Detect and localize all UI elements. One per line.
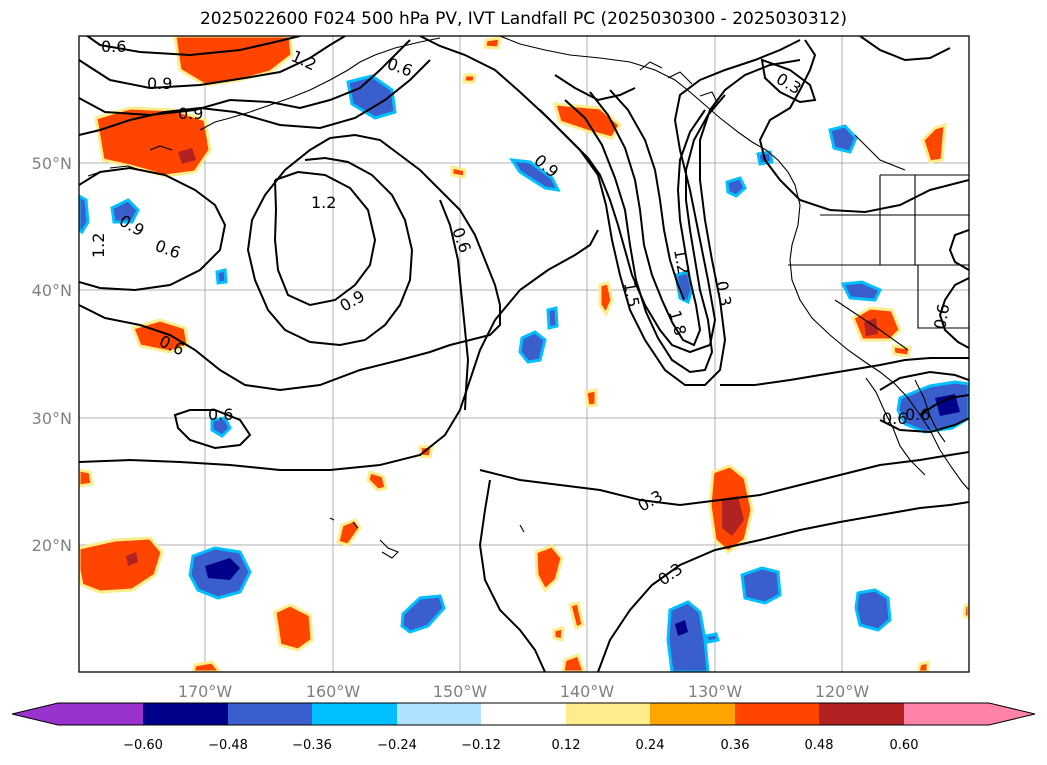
colorbar-tick: −0.60 <box>123 738 163 753</box>
lat-label: 50°N <box>32 154 72 173</box>
contour-label: 0.6 <box>208 405 233 424</box>
lon-label: 120°W <box>815 682 870 701</box>
colorbar-tick: 0.36 <box>721 738 750 753</box>
contour-label: 0.3 <box>635 486 667 515</box>
colorbar-extend-left <box>12 703 58 725</box>
contour-label: 0.6 <box>153 236 183 263</box>
colorbar: −0.60 −0.48 −0.36 −0.24 −0.12 0.12 0.24 … <box>11 702 1036 753</box>
lat-label: 30°N <box>32 409 72 428</box>
colorbar-tick: −0.48 <box>208 738 248 753</box>
colorbar-outline <box>11 702 1036 726</box>
colorbar-tick: −0.12 <box>461 738 501 753</box>
colorbar-tick: 0.48 <box>805 738 834 753</box>
colorbar-segment <box>397 703 481 725</box>
colorbar-ticks: −0.60 −0.48 −0.36 −0.24 −0.12 0.12 0.24 … <box>123 738 918 753</box>
contour-label: 0.6 <box>385 54 415 81</box>
colorbar-segment <box>566 703 650 725</box>
contour-label: 1.2 <box>89 233 108 258</box>
colorbar-segment <box>904 703 989 725</box>
latitude-labels: 50°N 40°N 30°N 20°N <box>32 154 72 555</box>
map-area: 0.6 0.9 0.9 1.2 0.6 0.9 0.6 1.2 1.2 0.9 … <box>79 36 969 672</box>
lon-label: 140°W <box>560 682 615 701</box>
contour-label: 0.3 <box>712 279 735 307</box>
colorbar-segment <box>735 703 819 725</box>
contour-label: 0.3 <box>773 69 805 98</box>
lon-label: 170°W <box>178 682 233 701</box>
contour-label: 0.6 <box>905 405 930 424</box>
contour-label: 0.6 <box>930 302 953 330</box>
colorbar-segment <box>650 703 735 725</box>
contour-label: 1.2 <box>670 247 693 275</box>
colorbar-tick: 0.12 <box>552 738 581 753</box>
colorbar-extend-right <box>989 703 1035 725</box>
contour-label: 1.8 <box>665 308 690 338</box>
colorbar-segment <box>58 703 143 725</box>
colorbar-tick: 0.60 <box>890 738 919 753</box>
colorbar-segment <box>312 703 397 725</box>
contour-label: 0.9 <box>337 286 369 315</box>
coastlines <box>87 36 969 559</box>
contour-labels: 0.6 0.9 0.9 1.2 0.6 0.9 0.6 1.2 1.2 0.9 … <box>89 37 953 589</box>
contour-label: 0.9 <box>147 74 172 93</box>
lon-label: 160°W <box>306 682 361 701</box>
colorbar-segment <box>143 703 228 725</box>
lat-label: 20°N <box>32 536 72 555</box>
lon-label: 150°W <box>433 682 488 701</box>
colorbar-tick: −0.24 <box>377 738 417 753</box>
colorbar-segment <box>481 703 566 725</box>
gridlines <box>79 36 969 672</box>
map-title: 2025022600 F024 500 hPa PV, IVT Landfall… <box>199 9 847 29</box>
contour-label: 0.6 <box>882 409 907 428</box>
negative-anomaly-patches <box>79 74 969 672</box>
lon-label: 130°W <box>688 682 743 701</box>
contour-label: 1.2 <box>311 193 336 212</box>
lat-label: 40°N <box>32 281 72 300</box>
pv-contours <box>79 36 969 672</box>
contour-label: 0.6 <box>101 37 126 56</box>
map-frame <box>78 35 970 673</box>
contour-label: 1.5 <box>620 280 643 308</box>
colorbar-segment <box>819 703 904 725</box>
longitude-labels: 170°W 160°W 150°W 140°W 130°W 120°W <box>178 682 870 701</box>
colorbar-tick: 0.24 <box>636 738 665 753</box>
colorbar-segment <box>228 703 312 725</box>
colorbar-tick: −0.36 <box>292 738 332 753</box>
contour-label: 0.9 <box>178 104 203 123</box>
